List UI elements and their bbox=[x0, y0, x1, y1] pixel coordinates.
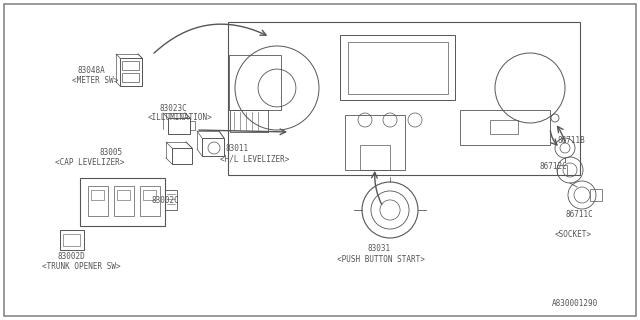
Bar bbox=[340, 35, 455, 100]
Bar bbox=[202, 138, 224, 156]
Bar bbox=[88, 186, 108, 216]
Text: <CAP LEVELIZER>: <CAP LEVELIZER> bbox=[55, 158, 124, 167]
Bar bbox=[190, 121, 195, 130]
Bar bbox=[80, 178, 165, 226]
Text: 83011: 83011 bbox=[225, 144, 248, 153]
Bar bbox=[122, 73, 139, 82]
Text: 83023C: 83023C bbox=[160, 104, 188, 113]
Text: <H/L LEVELIZER>: <H/L LEVELIZER> bbox=[220, 154, 289, 163]
Bar bbox=[228, 22, 580, 175]
Text: 83031: 83031 bbox=[367, 244, 390, 253]
Text: <PUSH BUTTON START>: <PUSH BUTTON START> bbox=[337, 255, 425, 264]
Bar bbox=[230, 110, 268, 132]
Text: 86712C: 86712C bbox=[540, 162, 568, 171]
Text: <SOCKET>: <SOCKET> bbox=[555, 230, 592, 239]
Bar bbox=[122, 61, 139, 70]
Bar bbox=[490, 120, 518, 134]
Bar bbox=[345, 115, 405, 170]
Bar bbox=[360, 145, 390, 170]
Text: 86711C: 86711C bbox=[565, 210, 593, 219]
Bar bbox=[120, 58, 142, 86]
Text: <METER SW>: <METER SW> bbox=[72, 76, 118, 85]
Bar bbox=[172, 148, 192, 164]
Bar bbox=[60, 230, 84, 250]
Bar bbox=[117, 190, 130, 200]
Bar bbox=[63, 234, 80, 246]
Bar bbox=[460, 110, 550, 145]
Bar bbox=[168, 118, 190, 134]
Text: 83002C: 83002C bbox=[152, 196, 180, 205]
Text: 83048A: 83048A bbox=[78, 66, 106, 75]
Text: <TRUNK OPENER SW>: <TRUNK OPENER SW> bbox=[42, 262, 120, 271]
Text: A830001290: A830001290 bbox=[552, 299, 598, 308]
Text: 86711B: 86711B bbox=[558, 136, 586, 145]
Bar bbox=[348, 42, 448, 94]
Bar bbox=[590, 189, 602, 201]
Bar bbox=[143, 190, 156, 200]
Bar bbox=[91, 190, 104, 200]
Text: 83002D: 83002D bbox=[58, 252, 86, 261]
Bar bbox=[140, 186, 160, 216]
Text: <ILLUMINATION>: <ILLUMINATION> bbox=[148, 113, 212, 122]
Bar bbox=[229, 55, 281, 110]
Text: 83005: 83005 bbox=[100, 148, 123, 157]
Bar bbox=[557, 165, 567, 175]
Bar bbox=[165, 190, 177, 210]
Bar bbox=[114, 186, 134, 216]
